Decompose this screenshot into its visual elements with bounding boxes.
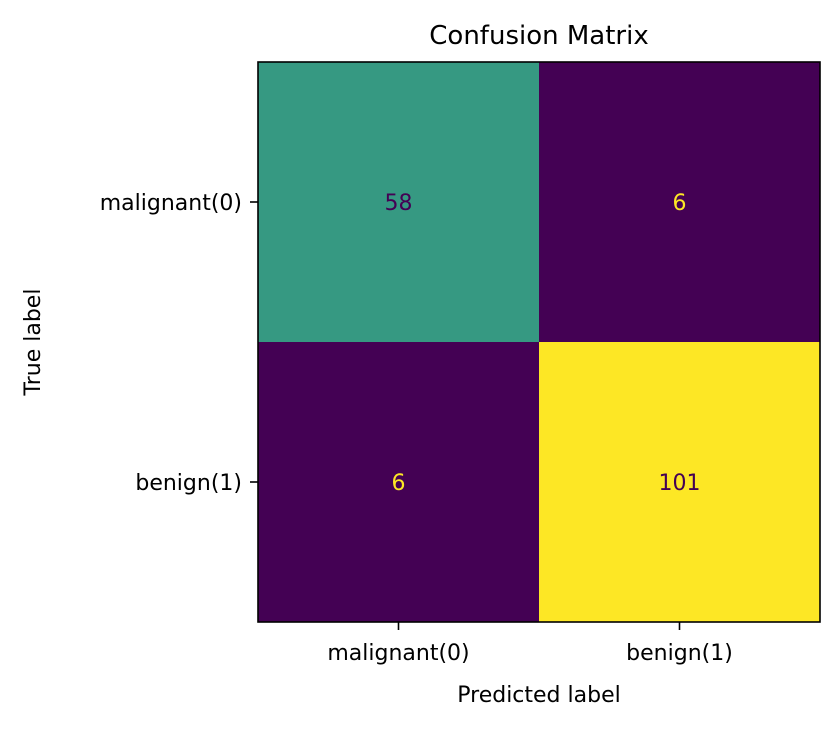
heatmap-cells [258, 62, 820, 622]
y-axis-label: True label [21, 289, 46, 397]
x-axis-ticks: malignant(0) benign(1) [327, 622, 733, 666]
cell-value-label-r0-c1: 6 [673, 191, 687, 216]
plot-frame [257, 61, 821, 623]
cell-value-label-r1-c0: 6 [392, 471, 406, 496]
cell-value-label-r0-c0: 58 [385, 191, 413, 216]
y-tick-label-0: malignant(0) [100, 191, 242, 216]
heatmap-cell-r1-c0 [258, 342, 539, 622]
x-axis-label: Predicted label [457, 683, 620, 708]
cell-value-label-r1-c1: 101 [659, 471, 701, 496]
y-axis-ticks: malignant(0) benign(1) [100, 191, 258, 496]
x-tick-label-1: benign(1) [626, 641, 733, 666]
chart-title: Confusion Matrix [429, 21, 648, 51]
y-tick-label-1: benign(1) [135, 471, 242, 496]
heatmap-cell-r0-c1 [539, 62, 820, 342]
heatmap-cell-r0-c0 [258, 62, 539, 342]
heatmap-cell-r1-c1 [539, 342, 820, 622]
x-tick-label-0: malignant(0) [327, 641, 469, 666]
heatmap-cell-labels: 58 6 6 101 [385, 191, 701, 496]
